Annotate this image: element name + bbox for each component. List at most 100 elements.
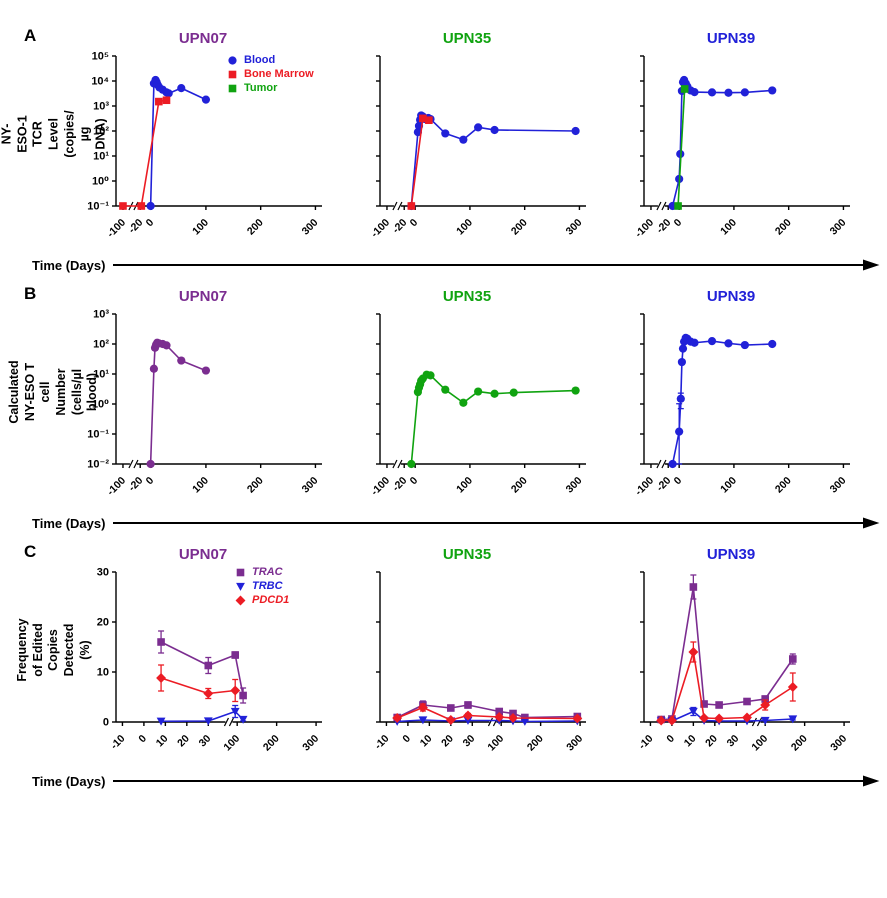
svg-text:100: 100 [718,217,739,238]
svg-text:200: 200 [525,733,546,754]
legend-entry-pdcd1: PDCD1 [234,594,289,607]
panel-a-ylabel-wrap: NY-ESO-1 TCR Level (copies/µg DNA) [0,30,107,262]
legend-label: Tumor [244,82,278,95]
svg-text:0: 0 [408,217,421,230]
svg-text:-20: -20 [390,217,409,236]
panel-a-xlabel: Time (Days) [32,257,106,273]
legend-label: Blood [244,54,276,67]
circle-marker-icon [228,56,237,65]
svg-text:-100: -100 [105,475,128,498]
svg-text:30: 30 [725,733,742,750]
svg-text:-10: -10 [636,733,655,752]
chart-title: UPN39 [706,546,756,563]
svg-text:300: 300 [828,217,849,238]
chart-title: UPN39 [706,288,756,305]
svg-text:-20: -20 [126,217,145,236]
chart-a-upn07: UPN07 10⁻¹ 10⁰ 10¹ 10² 10³ 10⁴ 10⁵ -100 -20 0 100 20… [76,30,330,262]
legend-label: TRAC [252,566,283,579]
time-axis-arrow [113,775,880,787]
chart-canvas: 10⁻¹ 10⁰ 10¹ 10² 10³ 10⁴ 10⁵ -100-200 100 200 300 [87,51,322,240]
svg-text:10³: 10³ [93,309,109,321]
svg-text:10⁻¹: 10⁻¹ [87,429,109,441]
legend-label: PDCD1 [252,594,290,607]
svg-text:10⁵: 10⁵ [92,51,109,63]
chart-title: UPN07 [178,288,228,305]
svg-text:10³: 10³ [93,101,109,113]
svg-text:-20: -20 [126,475,145,494]
legend-entry-bone-marrow: Bone Marrow [226,68,314,81]
square-marker-icon [228,70,237,79]
svg-text:300: 300 [300,733,321,754]
chart-canvas: -100-200 100 200 300 [633,55,850,240]
legend-entry-tumor: Tumor [226,82,314,95]
svg-text:10⁻²: 10⁻² [87,459,109,471]
chart-canvas: -10 0 10 20 30 100 200 300 [372,571,586,754]
svg-text:10²: 10² [93,126,109,138]
svg-text:200: 200 [261,733,282,754]
panel-a: A NY-ESO-1 TCR Level (copies/µg DNA) Blo… [0,26,881,276]
svg-text:200: 200 [773,475,794,496]
svg-text:10¹: 10¹ [93,151,109,163]
svg-text:0: 0 [664,733,677,746]
svg-text:100: 100 [454,217,475,238]
chart-canvas: -100-200 100 200 300 [369,55,586,240]
svg-text:30: 30 [461,733,478,750]
svg-text:-20: -20 [390,475,409,494]
chart-title: UPN07 [178,30,228,47]
svg-text:0: 0 [672,475,685,488]
chart-canvas: -10 0 10 20 30 100 200 300 [636,571,850,754]
panel-a-charts: Blood Bone Marrow Tumor UPN07 10⁻¹ 10⁰ 10¹ 10²… [76,30,858,262]
svg-text:10⁰: 10⁰ [92,176,109,188]
svg-text:300: 300 [828,475,849,496]
panel-c-ylabel-wrap: Frequency of Edited Copies Detected (%) [15,546,92,778]
legend-label: TRBC [252,580,283,593]
panel-b-time-row: Time (Days) [32,512,881,534]
svg-text:300: 300 [564,475,585,496]
panel-c-row: Frequency of Edited Copies Detected (%) … [15,546,881,778]
chart-b-upn35: UPN35 -100 -20 0 100 200 300 [340,288,594,520]
legend-entry-trac: TRAC [234,566,289,579]
svg-text:0: 0 [144,475,157,488]
panel-c-time-row: Time (Days) [32,770,881,792]
svg-text:10: 10 [154,733,171,750]
panel-a-time-row: Time (Days) [32,254,881,276]
chart-canvas: -100-200 100 200 300 [369,313,586,498]
legend-entry-trbc: TRBC [234,580,289,593]
svg-text:10⁰: 10⁰ [92,399,109,411]
panel-b: B Calculated NY-ESO T cell Number (cells… [7,284,881,534]
chart-c-upn07: UPN07 0 10 20 30 -10 0 10 20 30 100 200 300 [76,546,330,778]
chart-c-upn39: UPN39 -10 0 10 20 30 100 200 300 [604,546,858,778]
chart-title: UPN35 [442,288,492,305]
svg-text:0: 0 [408,475,421,488]
svg-text:30: 30 [197,733,214,750]
panel-b-ylabel-wrap: Calculated NY-ESO T cell Number (cells/µ… [7,288,99,520]
svg-text:-100: -100 [369,217,392,240]
chart-canvas: 10⁻² 10⁻¹ 10⁰ 10¹ 10² 10³ -100-200 100 200 300 [87,309,322,498]
svg-text:10: 10 [418,733,435,750]
chart-b-upn39: UPN39 -100 -20 0 100 200 300 [604,288,858,520]
svg-text:-10: -10 [108,733,127,752]
panel-b-charts: UPN07 10⁻² 10⁻¹ 10⁰ 10¹ 10² 10³ -100 -20 0 100 200 3… [76,288,858,520]
chart-title: UPN35 [442,546,492,563]
svg-text:20: 20 [439,733,456,750]
svg-text:-100: -100 [633,217,656,240]
panel-a-row: NY-ESO-1 TCR Level (copies/µg DNA) Blood… [0,30,881,262]
chart-title: UPN07 [178,546,228,563]
chart-title: UPN35 [442,30,492,47]
svg-text:-100: -100 [633,475,656,498]
svg-text:200: 200 [509,475,530,496]
svg-text:10: 10 [97,667,109,679]
chart-c-upn35: UPN35 -10 0 10 20 30 100 200 300 [340,546,594,778]
chart-a-upn35: UPN35 -100 -20 0 100 200 300 [340,30,594,262]
chart-a-upn39: UPN39 -100 -20 0 100 200 300 [604,30,858,262]
svg-text:300: 300 [564,733,585,754]
panel-b-label: B [24,284,37,303]
svg-text:100: 100 [718,475,739,496]
svg-text:10⁻¹: 10⁻¹ [87,201,109,213]
svg-text:-20: -20 [654,475,673,494]
panel-c-charts: TRAC TRBC PDCD1 UPN07 0 10 20 30 -10 0 10 20 30 100 2… [76,546,858,778]
svg-text:100: 100 [190,217,211,238]
svg-text:20: 20 [703,733,720,750]
